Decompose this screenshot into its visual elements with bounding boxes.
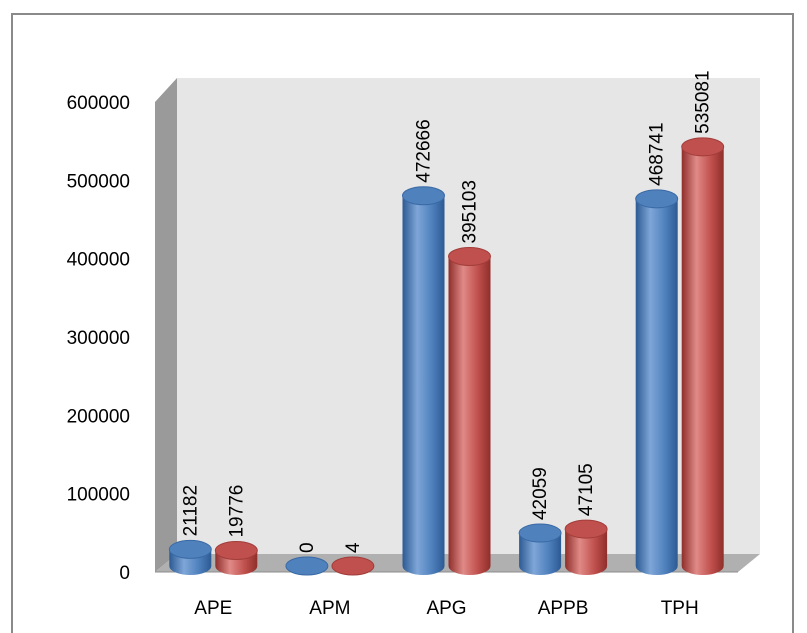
- x-tick-label: APPB: [538, 598, 589, 619]
- x-axis: APE APM APG APPB TPH: [194, 598, 698, 619]
- bar-top: [518, 523, 562, 543]
- bar: [564, 519, 608, 575]
- bar-top: [168, 539, 212, 559]
- x-tick-label: APG: [426, 598, 466, 619]
- bar: [285, 556, 329, 576]
- bar: [448, 247, 491, 575]
- data-label: 0: [297, 542, 318, 553]
- data-label: 4: [343, 542, 364, 553]
- bar: [331, 556, 375, 576]
- bar-top: [402, 186, 445, 206]
- bar: [402, 186, 445, 575]
- y-tick-label: 400000: [67, 250, 130, 271]
- bar: [635, 189, 679, 575]
- x-tick-label: TPH: [661, 598, 699, 619]
- y-tick-label: 600000: [67, 93, 130, 114]
- data-label: 468741: [647, 122, 668, 185]
- data-labels: 21182 19776 0 4 472666 395103 42059 47105 468741…: [180, 70, 713, 553]
- data-label: 395103: [460, 180, 481, 243]
- y-tick-label: 0: [119, 563, 130, 584]
- bar-body: [402, 195, 445, 575]
- bar-top: [448, 247, 491, 267]
- side-wall: [155, 78, 177, 572]
- x-tick-label: APE: [194, 598, 232, 619]
- bar: [168, 539, 212, 575]
- bar-top: [564, 519, 608, 539]
- y-tick-label: 200000: [67, 406, 130, 427]
- bars: [168, 137, 725, 576]
- y-tick-label: 300000: [67, 328, 130, 349]
- y-tick-label: 500000: [67, 171, 130, 192]
- data-label: 47105: [576, 463, 597, 516]
- bar-top: [331, 556, 375, 576]
- bar-top: [681, 137, 725, 157]
- data-label: 42059: [530, 467, 551, 520]
- data-label: 21182: [180, 485, 201, 536]
- bar-top: [635, 189, 679, 209]
- bar-body: [519, 533, 562, 575]
- data-label: 535081: [693, 70, 714, 133]
- y-axis: 0 100000 200000 300000 400000 500000 600000: [67, 93, 130, 584]
- bar: [214, 541, 258, 575]
- bar-body: [635, 198, 678, 575]
- data-label: 19776: [226, 485, 247, 538]
- bar-body: [448, 256, 491, 575]
- y-tick-label: 100000: [67, 485, 130, 506]
- bar-top: [285, 556, 329, 576]
- bar: [681, 137, 725, 575]
- data-label: 472666: [414, 119, 435, 182]
- bar-top: [214, 541, 258, 561]
- bar: [518, 523, 562, 575]
- bar-body: [565, 529, 608, 575]
- x-tick-label: APM: [309, 598, 350, 619]
- bar-body: [681, 146, 724, 575]
